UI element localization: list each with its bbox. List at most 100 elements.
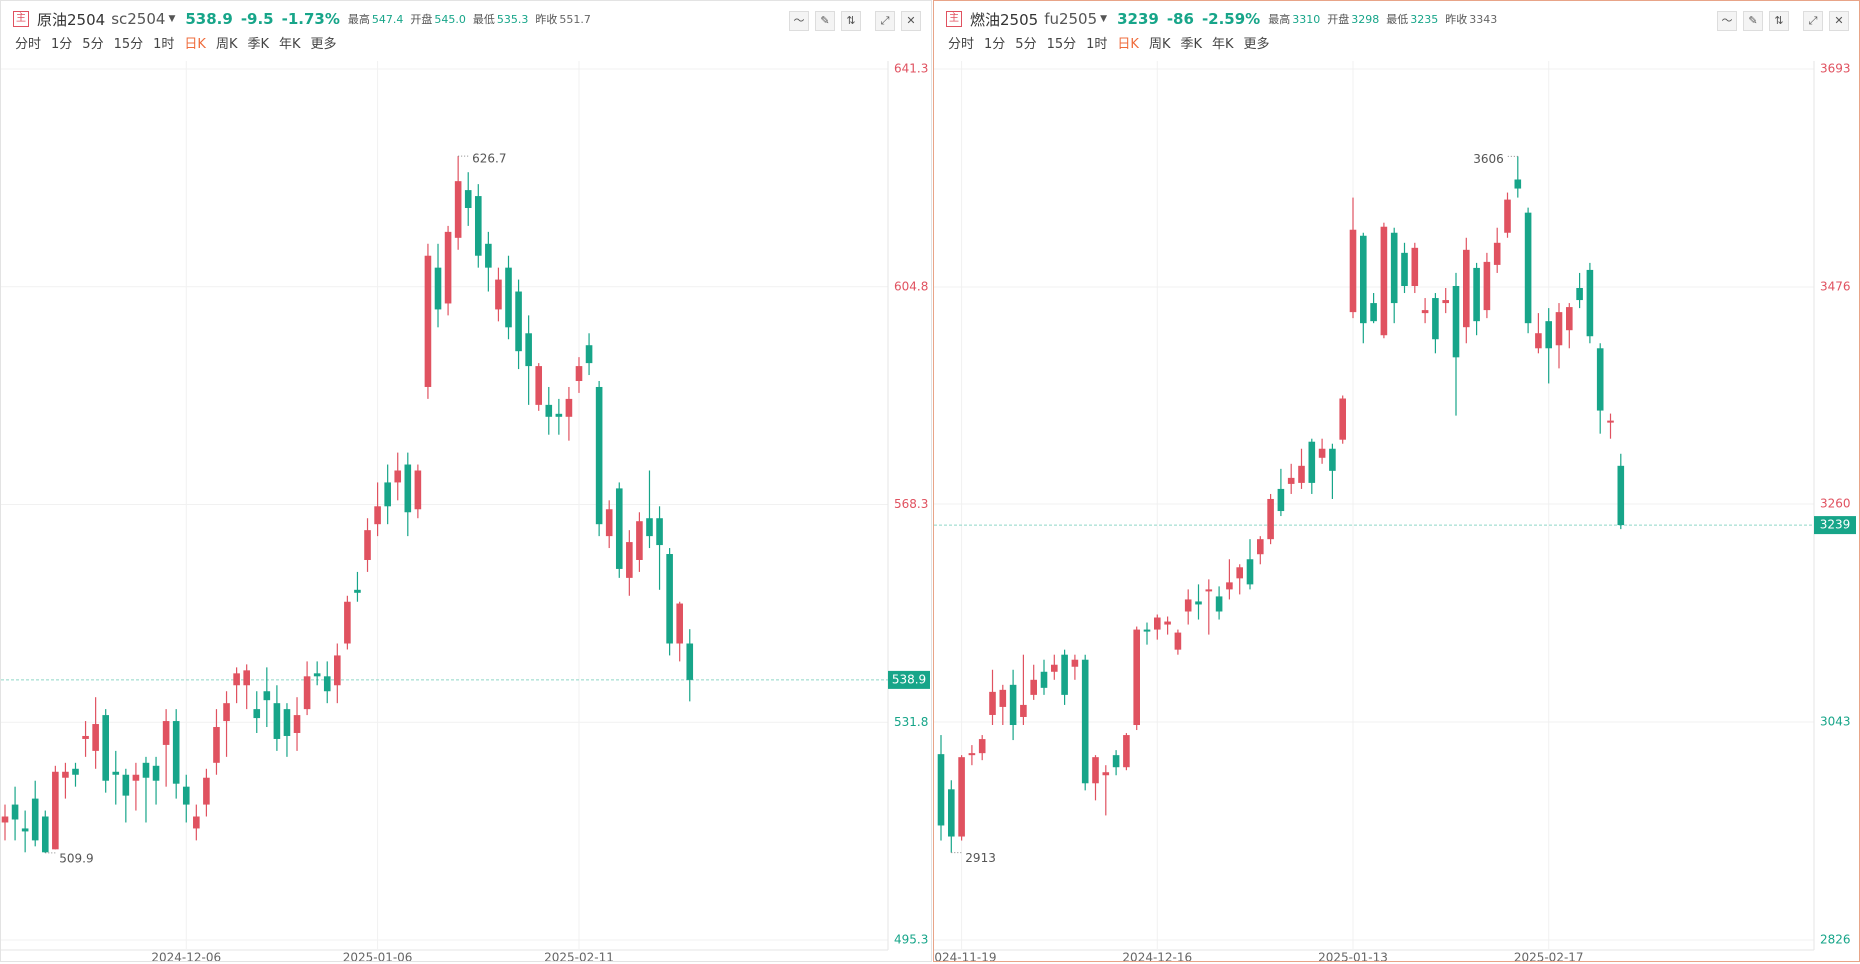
candle-body: [989, 691, 996, 715]
period-tab[interactable]: 1分: [984, 37, 1006, 52]
candle-body: [1360, 235, 1367, 324]
candle-body: [1, 816, 9, 823]
candle-body: [213, 727, 220, 763]
stat-label: 开盘: [410, 13, 433, 26]
candle-body: [676, 603, 683, 644]
candle-body: [605, 509, 613, 537]
candle-body: [1133, 629, 1140, 726]
contract-code[interactable]: sc2504: [111, 10, 166, 28]
candle-body: [1483, 261, 1491, 311]
candle-body: [575, 366, 583, 382]
candle-body: [1318, 448, 1326, 458]
candle-body: [31, 798, 39, 841]
chart: 495.3 531.8 568.3 604.8 641.3 2024-12-06 2025-…: [1, 61, 930, 962]
y-tick-label: 2826: [1820, 933, 1851, 947]
stat-value: 547.4: [371, 12, 404, 26]
candle-body: [1215, 596, 1223, 612]
stat-label: 最低: [1386, 13, 1409, 26]
price-last: 3239: [1117, 10, 1159, 28]
tool-button[interactable]: 〜: [789, 11, 809, 31]
period-tab[interactable]: 季K: [247, 37, 269, 52]
price-percent: -2.59%: [1201, 10, 1261, 28]
candle-body: [1102, 772, 1110, 776]
candle-body: [223, 703, 230, 722]
candle-body: [21, 828, 29, 832]
candle-body: [1081, 659, 1089, 784]
tool-button[interactable]: 〜: [1717, 11, 1737, 31]
tool-button[interactable]: ✎: [815, 11, 835, 31]
period-tab[interactable]: 周K: [215, 37, 238, 52]
stat-value: 3310: [1292, 12, 1321, 26]
contract-name: 原油2504: [37, 10, 106, 29]
period-tab[interactable]: 1时: [1086, 37, 1108, 52]
stat-label: 昨收: [535, 13, 558, 26]
window-button[interactable]: ⤢: [1803, 11, 1823, 31]
period-tab[interactable]: 1时: [153, 37, 175, 52]
period-tab[interactable]: 更多: [310, 37, 337, 52]
period-tabs: 分时 1分 5分 15分 1时 日K 周K 季K 年K 更多: [948, 33, 1280, 52]
candle-body: [414, 470, 422, 510]
candle-body: [515, 291, 522, 352]
candle-body: [1617, 465, 1625, 526]
candle-body: [152, 765, 160, 781]
contract-code[interactable]: fu2505: [1044, 10, 1098, 28]
period-tab[interactable]: 年K: [1212, 37, 1234, 52]
candle-body: [1411, 247, 1419, 286]
candle-body: [937, 754, 945, 826]
candle-body: [1308, 441, 1316, 483]
candle-body: [1524, 212, 1532, 324]
candle-body: [636, 521, 643, 560]
candle-body: [666, 554, 673, 644]
candle-body: [1184, 599, 1192, 612]
period-tab[interactable]: 周K: [1148, 37, 1171, 52]
period-tab[interactable]: 5分: [82, 37, 104, 52]
candle-body: [233, 673, 240, 686]
extreme-label: 2913: [965, 851, 996, 865]
period-tab[interactable]: 15分: [113, 37, 144, 52]
window-button[interactable]: ✕: [901, 11, 921, 31]
window-button[interactable]: ✕: [1829, 11, 1849, 31]
tool-button[interactable]: ⇅: [1769, 11, 1789, 31]
stat-label: 最高: [347, 13, 370, 26]
candle-body: [1370, 303, 1377, 322]
extreme-label: 3606: [1473, 152, 1504, 166]
candle-body: [1473, 267, 1480, 322]
candle-body: [1205, 589, 1213, 592]
candle-body: [384, 482, 391, 507]
last-price-box: [888, 670, 930, 689]
period-tab[interactable]: 分时: [15, 37, 42, 52]
stat-value: 551.7: [559, 12, 591, 26]
candle-body: [1607, 420, 1614, 423]
candle-body: [525, 333, 532, 367]
candle-body: [1009, 684, 1017, 726]
candle-body: [283, 709, 291, 736]
candle-body: [545, 404, 553, 417]
candle-body: [615, 488, 623, 569]
candle-body: [535, 366, 543, 405]
period-tab[interactable]: 更多: [1243, 37, 1270, 52]
candle-body: [102, 715, 109, 781]
period-tab[interactable]: 日K: [184, 37, 206, 52]
candle-body: [52, 771, 59, 850]
window-button[interactable]: ⤢: [875, 11, 895, 31]
header: 主燃油2505 fu2505 ▼ 3239 -86 -2.59% 最高 3310 开盘 3298 最…: [946, 7, 1504, 31]
period-tab[interactable]: 年K: [279, 37, 301, 52]
candle-body: [1401, 252, 1408, 286]
tool-button[interactable]: ⇅: [841, 11, 861, 31]
period-tab[interactable]: 分时: [948, 37, 975, 52]
candle-body: [1061, 654, 1068, 695]
period-tab[interactable]: 15分: [1046, 37, 1077, 52]
period-tab[interactable]: 日K: [1117, 37, 1139, 52]
candle-body: [142, 762, 150, 778]
period-tab[interactable]: 1分: [51, 37, 73, 52]
tool-button[interactable]: ✎: [1743, 11, 1763, 31]
candle-body: [1566, 307, 1573, 331]
period-tab[interactable]: 季K: [1180, 37, 1202, 52]
period-tab[interactable]: 5分: [1015, 37, 1037, 52]
chart: 2826 3043 3260 3476 3693 2024-11-19 2024-12-16…: [934, 61, 1856, 961]
y-tick-label: 641.3: [894, 62, 928, 76]
candle-body: [424, 255, 432, 387]
candle-body: [193, 816, 200, 829]
x-tick-label: 2024-12-06: [151, 951, 221, 962]
candle-body: [646, 518, 653, 537]
